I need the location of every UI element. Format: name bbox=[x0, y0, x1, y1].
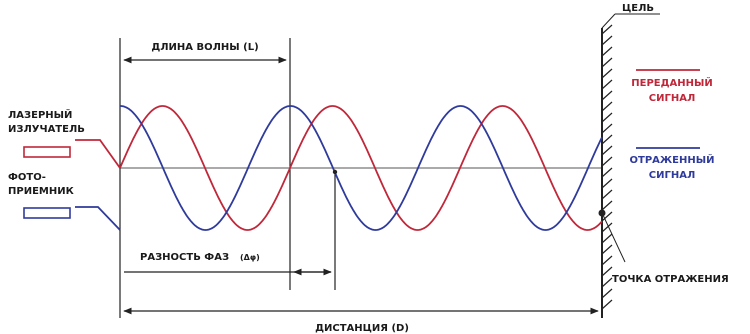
reflected-label-1: ОТРАЖЕННЫЙ bbox=[630, 153, 715, 166]
reflected-signal-wave bbox=[120, 105, 603, 231]
phase-symbol-label: (Δφ) bbox=[240, 253, 260, 262]
hatch-mark bbox=[601, 233, 613, 244]
reflection-point-marker bbox=[598, 209, 606, 217]
hatch-mark bbox=[601, 222, 613, 233]
hatch-mark bbox=[601, 178, 613, 189]
hatch-mark bbox=[601, 134, 613, 145]
hatch-mark bbox=[601, 112, 613, 123]
reflected-label-2: СИГНАЛ bbox=[649, 170, 696, 181]
transmitted-label-2: СИГНАЛ bbox=[649, 93, 696, 104]
hatch-mark bbox=[601, 68, 613, 79]
photo-lead-line bbox=[75, 206, 121, 231]
hatch-mark bbox=[601, 167, 613, 178]
hatch-mark bbox=[601, 189, 613, 200]
hatch-mark bbox=[601, 156, 613, 167]
hatch-mark bbox=[601, 211, 613, 222]
hatch-mark bbox=[601, 277, 613, 288]
laser-label-1: ЛАЗЕРНЫЙ bbox=[8, 108, 72, 121]
hatch-mark bbox=[601, 35, 613, 46]
hatch-mark bbox=[601, 79, 613, 90]
phase-point-marker bbox=[332, 169, 338, 175]
hatch-mark bbox=[601, 145, 613, 156]
phase-difference-label: РАЗНОСТЬ ФАЗ bbox=[140, 252, 229, 263]
hatch-mark bbox=[601, 123, 613, 134]
target-leader bbox=[601, 13, 616, 29]
wavelength-label: ДЛИНА ВОЛНЫ (L) bbox=[151, 42, 258, 53]
laser-lead-line bbox=[75, 139, 121, 169]
hatch-mark bbox=[601, 90, 613, 101]
photo-receiver-icon bbox=[23, 207, 71, 219]
hatch-mark bbox=[601, 266, 613, 277]
hatch-mark bbox=[601, 244, 613, 255]
target-wall bbox=[601, 24, 613, 318]
hatch-mark bbox=[601, 255, 613, 266]
transmitted-label-1: ПЕРЕДАННЫЙ bbox=[631, 76, 712, 89]
hatch-mark bbox=[601, 46, 613, 57]
hatch-mark bbox=[601, 24, 613, 35]
transmitted-signal-wave bbox=[119, 105, 603, 231]
reflection-point-label: ТОЧКА ОТРАЖЕНИЯ bbox=[612, 274, 729, 285]
reflection-point-leader bbox=[602, 214, 626, 263]
laser-label-2: ИЗЛУЧАТЕЛЬ bbox=[8, 124, 85, 135]
photo-label-1: ФОТО- bbox=[8, 172, 46, 183]
photo-label-2: ПРИЕМНИК bbox=[8, 186, 75, 197]
laser-emitter-icon bbox=[23, 146, 71, 158]
hatch-mark bbox=[601, 57, 613, 68]
hatch-mark bbox=[601, 200, 613, 211]
hatch-mark bbox=[601, 288, 613, 299]
distance-label: ДИСТАНЦИЯ (D) bbox=[315, 323, 409, 334]
hatch-mark bbox=[601, 299, 613, 310]
target-label: ЦЕЛЬ bbox=[622, 3, 654, 14]
hatch-mark bbox=[601, 101, 613, 112]
